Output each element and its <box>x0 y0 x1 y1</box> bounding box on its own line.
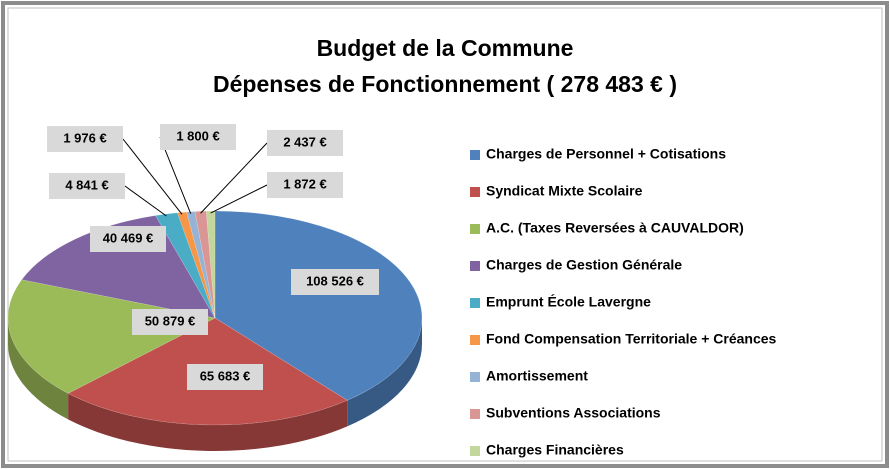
slice <box>214 210 423 401</box>
slice <box>7 279 216 394</box>
value-label: 1 872 € <box>283 176 326 191</box>
legend-swatch <box>470 187 480 197</box>
legend-label: A.C. (Taxes Reversées à CAUVALDOR) <box>486 220 744 236</box>
value-label-box <box>90 226 166 252</box>
legend-swatch <box>470 224 480 234</box>
legend-label: Syndicat Mixte Scolaire <box>486 183 643 199</box>
chart-title: Budget de la Commune <box>317 35 574 61</box>
value-label-box <box>267 172 343 198</box>
value-label: 1 976 € <box>63 130 106 145</box>
leader-line <box>124 185 167 217</box>
value-label: 4 841 € <box>65 177 108 192</box>
slice-side <box>8 318 69 420</box>
legend-label: Fond Compensation Territoriale + Créance… <box>486 331 777 347</box>
slice <box>155 212 216 319</box>
legend-label: Amortissement <box>486 368 588 384</box>
legend-label: Emprunt École Lavergne <box>486 294 651 310</box>
legend-label: Charges de Personnel + Cotisations <box>486 146 726 162</box>
legend-swatch <box>470 261 480 271</box>
slice-side <box>347 318 422 427</box>
legend-swatch <box>470 298 480 308</box>
legend-label: Subventions Associations <box>486 405 661 421</box>
value-label-box <box>187 364 263 390</box>
leader-line <box>122 138 183 215</box>
legend-swatch <box>470 150 480 160</box>
chart-subtitle: Dépenses de Fonctionnement ( 278 483 € ) <box>213 71 677 97</box>
value-label: 1 800 € <box>176 128 219 143</box>
legend-swatch <box>470 335 480 345</box>
slice <box>21 215 216 319</box>
value-label-box <box>132 309 208 335</box>
value-label-box <box>267 130 343 156</box>
legend-label: Charges de Gestion Générale <box>486 257 682 273</box>
slice-side <box>68 393 348 451</box>
value-label: 2 437 € <box>283 134 326 149</box>
legend-swatch <box>470 372 480 382</box>
value-label: 65 683 € <box>200 368 251 383</box>
slice <box>186 211 216 319</box>
value-label: 50 879 € <box>145 313 196 328</box>
leader-line <box>210 184 268 214</box>
value-label-box <box>291 269 379 295</box>
slice <box>194 210 216 319</box>
value-label: 40 469 € <box>103 230 154 245</box>
legend-swatch <box>470 409 480 419</box>
legend-swatch <box>470 446 480 456</box>
inner-frame <box>7 7 883 462</box>
slice <box>177 211 216 319</box>
legend-label: Charges Financières <box>486 442 624 458</box>
value-label-box <box>47 126 123 152</box>
value-label-box <box>160 124 236 150</box>
leader-line <box>200 142 268 214</box>
value-label-box <box>49 173 125 199</box>
value-label: 108 526 € <box>306 273 364 288</box>
